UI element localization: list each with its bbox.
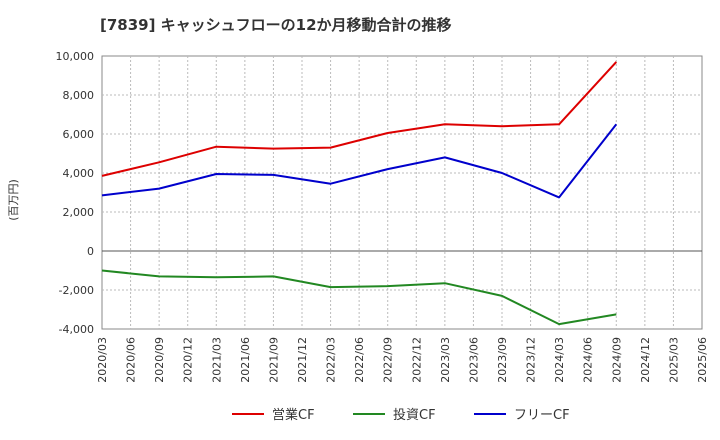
chart-title: [7839] キャッシュフローの12か月移動合計の推移	[100, 16, 452, 34]
x-tick-label: 2025/06	[696, 337, 709, 383]
x-tick-label: 2023/09	[496, 337, 509, 383]
legend-label: 営業CF	[272, 407, 315, 423]
y-tick-label: -2,000	[59, 284, 94, 297]
x-tick-label: 2024/06	[582, 337, 595, 383]
x-tick-label: 2024/03	[553, 337, 566, 383]
series-line-3	[101, 123, 618, 199]
x-tick-label: 2022/09	[382, 337, 395, 383]
y-tick-label: 10,000	[56, 50, 95, 63]
x-tick-label: 2021/12	[296, 337, 309, 383]
x-tick-label: 2025/03	[667, 337, 680, 383]
y-tick-label: 0	[87, 245, 94, 258]
x-tick-label: 2020/03	[96, 337, 109, 383]
plot-area: 10,0008,0006,0004,0002,0000-2,000-4,0002…	[56, 50, 710, 383]
x-tick-label: 2020/06	[125, 337, 138, 383]
x-tick-label: 2021/06	[239, 337, 252, 383]
series-line-2	[101, 269, 617, 326]
legend: 営業CF 投資CF フリーCF	[232, 407, 570, 423]
x-tick-label: 2023/03	[439, 337, 452, 383]
x-tick-label: 2022/12	[410, 337, 423, 383]
x-tick-label: 2021/09	[267, 337, 280, 383]
legend-label: フリーCF	[514, 408, 570, 423]
y-tick-label: -4,000	[59, 323, 94, 336]
x-tick-label: 2022/03	[325, 337, 338, 383]
plot-frame	[101, 55, 703, 330]
y-tick-label: 6,000	[63, 128, 95, 141]
x-tick-label: 2021/03	[210, 337, 223, 383]
y-tick-label: 8,000	[63, 89, 95, 102]
x-tick-label: 2020/12	[182, 337, 195, 383]
series-line-1	[101, 61, 618, 177]
x-tick-label: 2023/06	[467, 337, 480, 383]
x-tick-label: 2020/09	[153, 337, 166, 383]
legend-label: 投資CF	[393, 407, 436, 423]
y-tick-label: 2,000	[63, 206, 95, 219]
x-tick-label: 2024/09	[610, 337, 623, 383]
y-axis-label: (百万円)	[7, 179, 20, 221]
x-tick-label: 2022/06	[353, 337, 366, 383]
y-tick-label: 4,000	[63, 167, 95, 180]
x-tick-label: 2024/12	[639, 337, 652, 383]
x-tick-label: 2023/12	[525, 337, 538, 383]
